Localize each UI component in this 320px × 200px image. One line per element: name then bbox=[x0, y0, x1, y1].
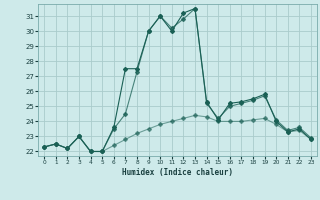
X-axis label: Humidex (Indice chaleur): Humidex (Indice chaleur) bbox=[122, 168, 233, 177]
